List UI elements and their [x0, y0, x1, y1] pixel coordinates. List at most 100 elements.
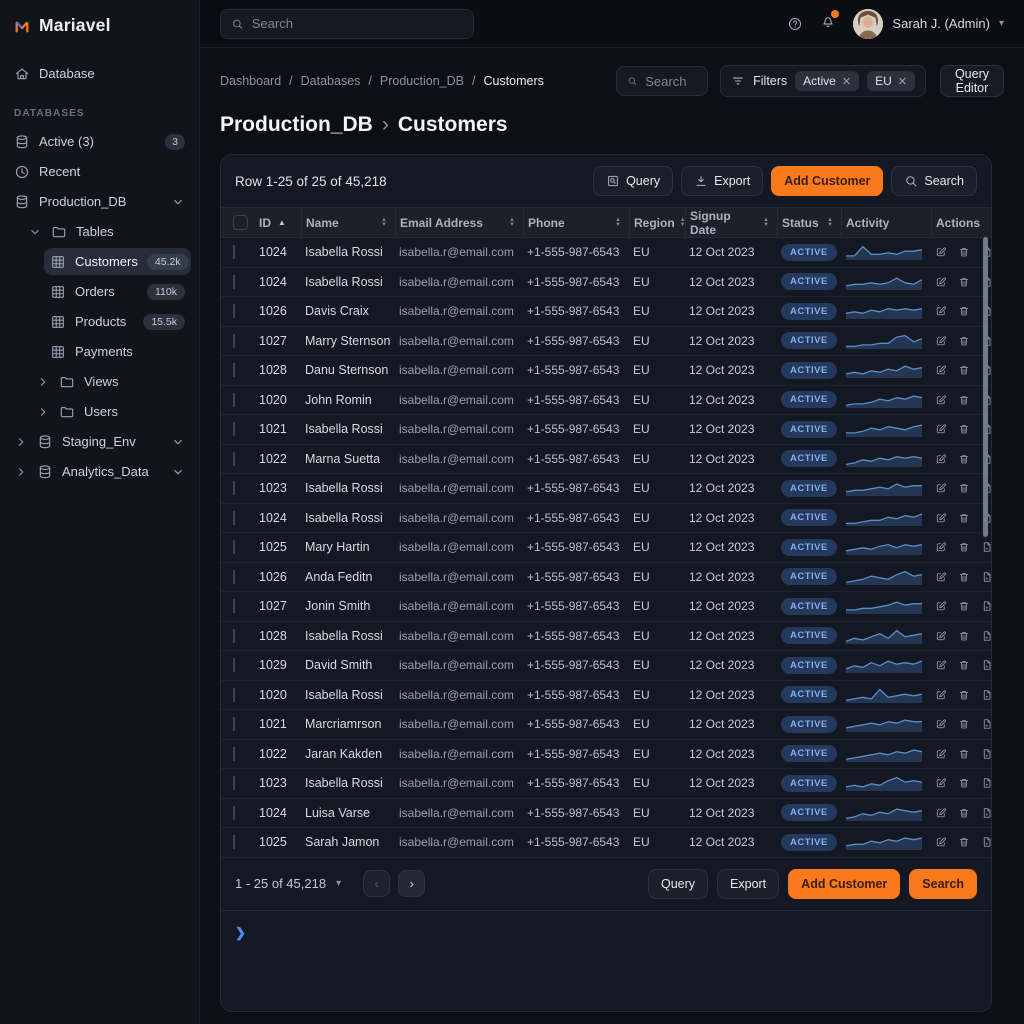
row-checkbox[interactable] [233, 540, 235, 554]
table-row[interactable]: 1024 Isabella Rossi isabella.r@email.com… [221, 268, 991, 298]
sidebar-item-customers[interactable]: Customers 45.2k [44, 248, 191, 275]
column-header-status[interactable]: Status▲▼ [777, 208, 841, 237]
row-checkbox[interactable] [233, 570, 235, 584]
add-customer-button[interactable]: Add Customer [771, 166, 883, 196]
sidebar-item-staging-env[interactable]: Staging_Env [8, 428, 191, 455]
edit-icon[interactable] [935, 835, 947, 849]
edit-icon[interactable] [935, 717, 947, 731]
table-row[interactable]: 1024 Isabella Rossi isabella.r@email.com… [221, 238, 991, 268]
sidebar-item-views[interactable]: Views [30, 368, 191, 395]
row-checkbox[interactable] [233, 835, 235, 849]
edit-icon[interactable] [935, 334, 947, 348]
edit-icon[interactable] [935, 599, 947, 613]
trash-icon[interactable] [958, 806, 970, 820]
query-button[interactable]: Query [593, 166, 673, 196]
vertical-scrollbar[interactable] [983, 237, 988, 537]
next-page-button[interactable]: › [398, 870, 425, 897]
row-checkbox[interactable] [233, 806, 235, 820]
table-row[interactable]: 1026 Davis Craix isabella.r@email.com +1… [221, 297, 991, 327]
chevron-right-icon[interactable] [14, 435, 28, 449]
edit-icon[interactable] [935, 275, 947, 289]
breadcrumb-item[interactable]: Production_DB [380, 74, 464, 88]
query-editor-button[interactable]: Query Editor [940, 65, 1004, 97]
edit-icon[interactable] [935, 393, 947, 407]
edit-icon[interactable] [935, 363, 947, 377]
file-icon[interactable] [981, 806, 992, 820]
column-header-email[interactable]: Email Address▲▼ [395, 208, 523, 237]
table-row[interactable]: 1029 David Smith isabella.r@email.com +1… [221, 651, 991, 681]
trash-icon[interactable] [958, 304, 970, 318]
column-header-phone[interactable]: Phone▲▼ [523, 208, 629, 237]
file-icon[interactable] [981, 835, 992, 849]
row-checkbox[interactable] [233, 275, 235, 289]
export-button-footer[interactable]: Export [717, 869, 779, 899]
chevron-down-icon[interactable] [28, 225, 42, 239]
breadcrumb-item[interactable]: Dashboard [220, 74, 281, 88]
edit-icon[interactable] [935, 629, 947, 643]
table-row[interactable]: 1021 Marcriamrson isabella.r@email.com +… [221, 710, 991, 740]
filters-button[interactable]: Filters Active✕ EU✕ [720, 65, 926, 97]
column-header-signup[interactable]: Signup Date▲▼ [685, 208, 777, 237]
table-row[interactable]: 1023 Isabella Rossi isabella.r@email.com… [221, 769, 991, 799]
file-icon[interactable] [981, 629, 992, 643]
file-icon[interactable] [981, 540, 992, 554]
sidebar-item-database[interactable]: Database [8, 60, 191, 87]
edit-icon[interactable] [935, 658, 947, 672]
table-row[interactable]: 1021 Isabella Rossi isabella.r@email.com… [221, 415, 991, 445]
table-row[interactable]: 1028 Danu Sternson isabella.r@email.com … [221, 356, 991, 386]
row-checkbox[interactable] [233, 245, 235, 259]
search-button[interactable]: Search [891, 166, 977, 196]
trash-icon[interactable] [958, 363, 970, 377]
sidebar-item-products[interactable]: Products 15.5k [44, 308, 191, 335]
filter-chip-active[interactable]: Active✕ [795, 71, 859, 91]
edit-icon[interactable] [935, 776, 947, 790]
file-icon[interactable] [981, 658, 992, 672]
row-checkbox[interactable] [233, 304, 235, 318]
global-search[interactable] [220, 9, 474, 39]
trash-icon[interactable] [958, 511, 970, 525]
file-icon[interactable] [981, 747, 992, 761]
chevron-down-icon[interactable] [171, 465, 185, 479]
file-icon[interactable] [981, 570, 992, 584]
table-row[interactable]: 1024 Isabella Rossi isabella.r@email.com… [221, 504, 991, 534]
close-icon[interactable]: ✕ [898, 75, 907, 88]
trash-icon[interactable] [958, 540, 970, 554]
row-checkbox[interactable] [233, 717, 235, 731]
row-checkbox[interactable] [233, 452, 235, 466]
chevron-down-icon[interactable] [171, 195, 185, 209]
pagination-range[interactable]: 1 - 25 of 45,218 ▾ [235, 876, 341, 891]
table-row[interactable]: 1025 Sarah Jamon isabella.r@email.com +1… [221, 828, 991, 858]
table-row[interactable]: 1027 Marry Sternson isabella.r@email.com… [221, 327, 991, 357]
table-row[interactable]: 1022 Jaran Kakden isabella.r@email.com +… [221, 740, 991, 770]
sidebar-item-payments[interactable]: Payments [44, 338, 191, 365]
table-row[interactable]: 1025 Mary Hartin isabella.r@email.com +1… [221, 533, 991, 563]
file-icon[interactable] [981, 599, 992, 613]
chevron-down-icon[interactable] [171, 435, 185, 449]
row-checkbox[interactable] [233, 629, 235, 643]
sidebar-item-recent[interactable]: Recent [8, 158, 191, 185]
edit-icon[interactable] [935, 570, 947, 584]
table-search-input[interactable] [645, 74, 697, 89]
console-prompt-icon[interactable]: ❯ [235, 925, 246, 940]
column-header-id[interactable]: ID▲ [255, 208, 301, 237]
chevron-right-icon[interactable] [14, 465, 28, 479]
row-checkbox[interactable] [233, 481, 235, 495]
trash-icon[interactable] [958, 835, 970, 849]
edit-icon[interactable] [935, 747, 947, 761]
sidebar-item-tables[interactable]: Tables [22, 218, 191, 245]
global-search-input[interactable] [252, 16, 463, 31]
filter-chip-eu[interactable]: EU✕ [867, 71, 915, 91]
edit-icon[interactable] [935, 540, 947, 554]
row-checkbox[interactable] [233, 688, 235, 702]
breadcrumb-item[interactable]: Databases [301, 74, 361, 88]
sidebar-item-production-db[interactable]: Production_DB [8, 188, 191, 215]
close-icon[interactable]: ✕ [842, 75, 851, 88]
trash-icon[interactable] [958, 688, 970, 702]
column-header-name[interactable]: Name▲▼ [301, 208, 395, 237]
export-button[interactable]: Export [681, 166, 763, 196]
edit-icon[interactable] [935, 245, 947, 259]
table-row[interactable]: 1028 Isabella Rossi isabella.r@email.com… [221, 622, 991, 652]
edit-icon[interactable] [935, 452, 947, 466]
row-checkbox[interactable] [233, 747, 235, 761]
edit-icon[interactable] [935, 304, 947, 318]
